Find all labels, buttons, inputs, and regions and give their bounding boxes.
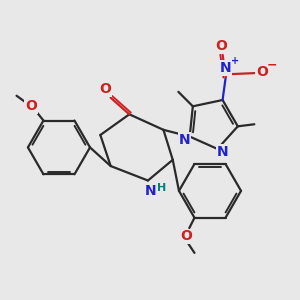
Text: O: O [216, 39, 227, 53]
Text: N: N [220, 61, 232, 75]
Text: N: N [179, 133, 190, 147]
Text: O: O [256, 65, 268, 79]
Text: O: O [25, 99, 37, 113]
Text: O: O [180, 230, 192, 243]
Text: H: H [157, 183, 166, 193]
Text: −: − [267, 58, 278, 71]
Text: N: N [217, 145, 228, 159]
Text: +: + [231, 56, 239, 66]
Text: N: N [145, 184, 157, 198]
Text: O: O [100, 82, 112, 97]
